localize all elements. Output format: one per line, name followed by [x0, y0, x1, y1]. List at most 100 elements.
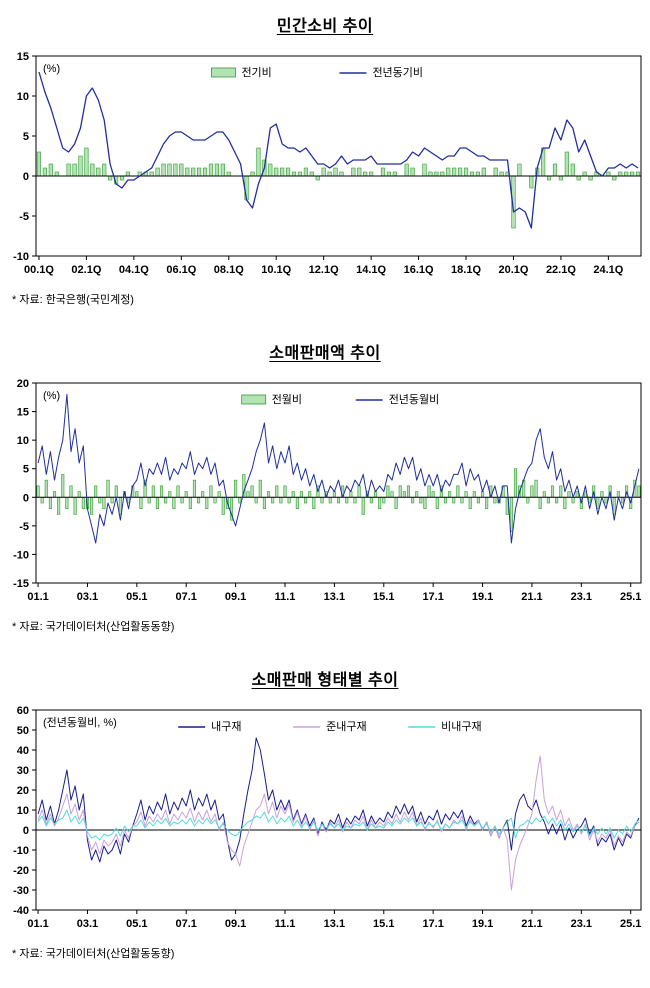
chart-section-retail-sales: 소매판매액 추이 -15 -10 -5 0 5 10 15 20 01.1 03.1 05.1 07.…	[0, 339, 650, 634]
y-tick-label: -30	[13, 885, 29, 897]
x-tick-label: 06.1Q	[166, 264, 196, 276]
x-tick-label: 10.1Q	[261, 264, 291, 276]
source-note-retail-by-type: * 자료: 국가데이터처(산업활동동향)	[12, 948, 175, 960]
x-tick-label: 17.1	[422, 918, 443, 930]
y-tick-label: 0	[23, 171, 29, 183]
x-tick-label: 11.1	[275, 591, 296, 603]
y-tick-label: 30	[17, 765, 29, 777]
y-tick-label: -10	[13, 251, 29, 263]
x-tick-label: 01.1	[27, 591, 48, 603]
x-tick-label: 03.1	[77, 591, 98, 603]
legend-bar-swatch	[241, 394, 267, 405]
private-consumption-plot: -10 -5 0 5 10 15 00.1Q 02.1Q 04.1Q 06.1Q 08.1Q 10.1…	[13, 51, 642, 276]
line-series-1	[37, 755, 640, 891]
x-tick-label: 25.1	[620, 591, 641, 603]
chart-title-retail-sales: 소매판매액 추이	[269, 345, 381, 362]
y-axis: -40 -30 -20 -10 0 10 20 30 40 50 60	[13, 705, 36, 917]
legend: 전월비 전년동월비	[241, 393, 440, 406]
y-tick-label: 0	[23, 492, 29, 504]
line-series-2	[37, 809, 640, 841]
x-axis: 01.1 03.1 05.1 07.1 09.1 11.1 13.1 15.1 17.1 19.1…	[27, 583, 641, 603]
source-note-retail-sales: * 자료: 국가데이터처(산업활동동향)	[12, 621, 175, 633]
x-tick-label: 07.1	[176, 591, 197, 603]
y-tick-label: -5	[19, 211, 29, 223]
y-tick-label: 10	[17, 805, 29, 817]
unit-label: (전년동월비, %)	[43, 716, 117, 729]
legend-label: 준내구재	[326, 720, 366, 733]
x-tick-label: 21.1	[521, 918, 542, 930]
report-page: 민간소비 추이 -10 -5 0 5 10 15 00.1Q 02.1Q 04.1Q 06.1Q 0…	[0, 12, 650, 961]
x-tick-label: 19.1	[472, 918, 493, 930]
x-tick-label: 24.1Q	[593, 264, 623, 276]
x-tick-label: 18.1Q	[451, 264, 481, 276]
x-tick-label: 17.1	[422, 591, 443, 603]
x-tick-label: 20.1Q	[498, 264, 528, 276]
y-tick-label: 20	[17, 378, 29, 390]
y-tick-label: 15	[17, 407, 29, 419]
legend-label: 내구재	[211, 720, 241, 733]
x-tick-label: 07.1	[176, 918, 197, 930]
x-axis: 00.1Q 02.1Q 04.1Q 06.1Q 08.1Q 10.1Q 12.1Q 14.1Q…	[24, 256, 624, 276]
x-tick-label: 14.1Q	[356, 264, 386, 276]
x-tick-label: 15.1	[373, 591, 394, 603]
x-tick-label: 23.1	[571, 591, 592, 603]
x-tick-label: 15.1	[373, 918, 394, 930]
line-series-0	[38, 71, 639, 229]
legend-bar-swatch	[211, 67, 236, 78]
x-tick-label: 03.1	[77, 918, 98, 930]
legend: 전기비 전년동기비	[211, 66, 423, 79]
x-tick-label: 09.1	[225, 591, 246, 603]
x-tick-label: 08.1Q	[214, 264, 244, 276]
x-axis: 01.1 03.1 05.1 07.1 09.1 11.1 13.1 15.1 17.1 19.1…	[27, 910, 641, 930]
y-tick-label: 5	[23, 131, 29, 143]
chart-title-retail-by-type: 소매판매 형태별 추이	[251, 672, 399, 689]
chart-section-retail-by-type: 소매판매 형태별 추이 -40 -30 -20 -10 0 10 20 30 40 50 60 01.…	[0, 666, 650, 961]
y-tick-label: 10	[17, 435, 29, 447]
legend-label: 전기비	[241, 66, 271, 79]
source-note-private-consumption: * 자료: 한국은행(국민계정)	[12, 294, 134, 306]
chart-title-private-consumption: 민간소비 추이	[276, 18, 374, 35]
y-tick-label: -40	[13, 905, 29, 917]
x-tick-label: 22.1Q	[546, 264, 576, 276]
x-tick-label: 25.1	[620, 918, 641, 930]
retail-sales-plot: -15 -10 -5 0 5 10 15 20 01.1 03.1 05.1 07.1 09.1 11.1…	[13, 378, 642, 603]
x-tick-label: 16.1Q	[404, 264, 434, 276]
y-tick-label: 20	[17, 785, 29, 797]
x-tick-label: 23.1	[571, 918, 592, 930]
y-tick-label: -5	[19, 521, 29, 533]
x-tick-label: 12.1Q	[309, 264, 339, 276]
y-tick-label: 5	[23, 464, 29, 476]
retail-by-type-plot: -40 -30 -20 -10 0 10 20 30 40 50 60 01.1 03.1 05.1 07.…	[13, 705, 642, 930]
y-tick-label: 50	[17, 725, 29, 737]
legend: 내구재 준내구재 비내구재	[178, 720, 482, 733]
legend-label: 전년동기비	[372, 66, 423, 79]
unit-label: (%)	[43, 390, 60, 402]
y-tick-label: 0	[23, 825, 29, 837]
y-tick-label: -15	[13, 578, 29, 590]
y-tick-label: 15	[17, 51, 29, 63]
x-tick-label: 04.1Q	[119, 264, 149, 276]
y-axis: -15 -10 -5 0 5 10 15 20	[13, 378, 36, 590]
x-tick-label: 00.1Q	[24, 264, 54, 276]
unit-label: (%)	[43, 63, 60, 75]
x-tick-label: 05.1	[126, 591, 147, 603]
bar-series	[36, 468, 641, 532]
x-tick-label: 05.1	[126, 918, 147, 930]
x-tick-label: 13.1	[324, 918, 345, 930]
x-tick-label: 11.1	[275, 918, 296, 930]
x-tick-label: 02.1Q	[71, 264, 101, 276]
legend-label: 전월비	[272, 393, 302, 406]
plot-frame	[35, 55, 642, 257]
legend-label: 비내구재	[441, 720, 481, 733]
y-tick-label: -10	[13, 845, 29, 857]
x-tick-label: 21.1	[521, 591, 542, 603]
y-axis: -10 -5 0 5 10 15	[13, 51, 36, 263]
x-tick-label: 09.1	[225, 918, 246, 930]
x-tick-label: 13.1	[324, 591, 345, 603]
y-tick-label: 40	[17, 745, 29, 757]
chart-section-private-consumption: 민간소비 추이 -10 -5 0 5 10 15 00.1Q 02.1Q 04.1Q 06.1Q 0…	[0, 12, 650, 307]
y-tick-label: -10	[13, 549, 29, 561]
legend-label: 전년동월비	[389, 393, 440, 406]
x-tick-label: 01.1	[27, 918, 48, 930]
y-tick-label: 60	[17, 705, 29, 717]
